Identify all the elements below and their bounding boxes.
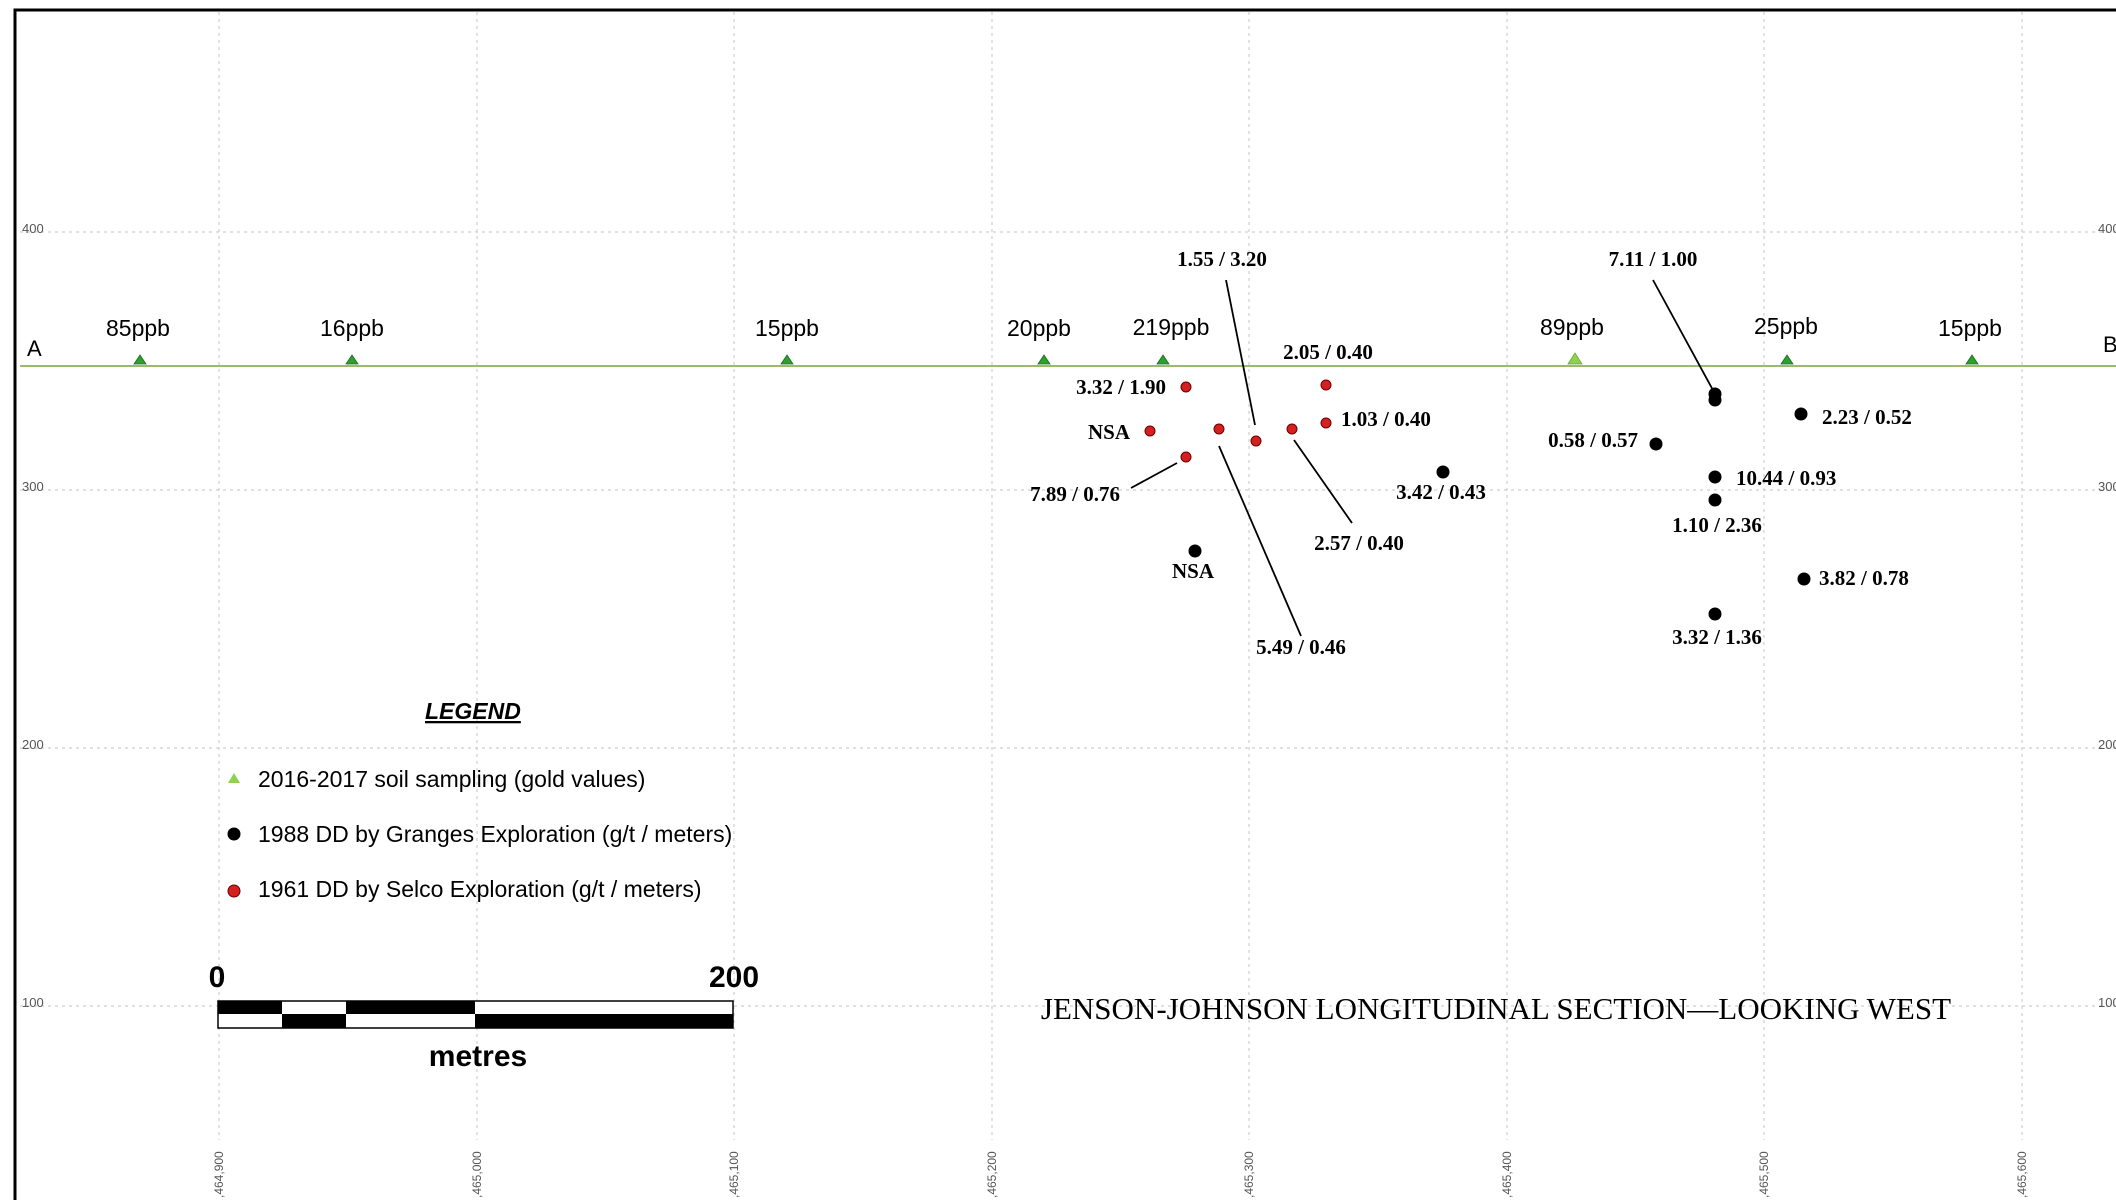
soil-sample-triangle <box>1156 354 1170 365</box>
selco-hole-label: 7.89 / 0.76 <box>1030 482 1120 506</box>
legend-triangle-icon <box>228 773 240 783</box>
selco-hole <box>1180 451 1192 463</box>
granges-hole <box>1708 493 1722 507</box>
soil-sample-label: 85ppb <box>106 315 170 341</box>
elevation-label-right: 300 <box>2098 479 2116 494</box>
easting-label: ,465,400 <box>1500 1151 1514 1198</box>
elevation-label: 200 <box>22 737 44 752</box>
granges-hole-label: 1.10 / 2.36 <box>1672 513 1762 537</box>
selco-hole <box>1213 423 1225 435</box>
grid <box>20 12 2116 1140</box>
granges-hole-label: 0.58 / 0.57 <box>1548 428 1638 452</box>
selco-hole-label: 5.49 / 0.46 <box>1256 635 1346 659</box>
elevation-label-right: 400 <box>2098 221 2116 236</box>
selco-hole-label: 1.03 / 0.40 <box>1341 407 1431 431</box>
leader-line <box>1293 439 1353 524</box>
soil-sample-triangle <box>1965 354 1979 365</box>
soil-sample-label: 219ppb <box>1133 314 1210 340</box>
scale-bar-unit: metres <box>429 1040 527 1073</box>
granges-hole <box>1708 607 1722 621</box>
easting-label: ,465,100 <box>727 1151 741 1198</box>
granges-hole <box>1708 470 1722 484</box>
selco-hole-label: 3.32 / 1.90 <box>1076 375 1166 399</box>
granges-hole <box>1797 572 1811 586</box>
scale-bar-segment <box>475 1014 733 1028</box>
soil-sample-label: 16ppb <box>320 315 384 341</box>
elevation-label: 400 <box>22 221 44 236</box>
legend-red-circle-icon <box>227 884 241 898</box>
soil-sample-triangle <box>1780 354 1794 365</box>
elevation-labels: 400 300 200 100 400 300 200 100 <box>22 221 2116 1010</box>
easting-label: ,465,500 <box>1757 1151 1771 1198</box>
granges-hole <box>1649 437 1663 451</box>
leader-lines <box>1130 279 1715 637</box>
selco-hole-label: 2.57 / 0.40 <box>1314 531 1404 555</box>
leader-line <box>1652 279 1715 393</box>
selco-hole-label: 2.05 / 0.40 <box>1283 340 1373 364</box>
section-end-b: B <box>2103 332 2116 357</box>
granges-hole-label: 2.23 / 0.52 <box>1822 405 1912 429</box>
easting-label: ,464,900 <box>212 1151 226 1198</box>
easting-labels: ,464,900 ,465,000 ,465,100 ,465,200 ,465… <box>212 1151 2029 1198</box>
soil-sample-label: 25ppb <box>1754 313 1818 339</box>
elevation-label: 100 <box>22 995 44 1010</box>
soil-sample-triangle <box>1037 354 1051 365</box>
selco-hole <box>1320 417 1332 429</box>
soil-sample-triangle <box>780 354 794 365</box>
legend-title: LEGEND <box>425 698 521 724</box>
scale-bar-segment <box>218 1001 282 1014</box>
legend-item-label: 1961 DD by Selco Exploration (g/t / mete… <box>258 876 702 902</box>
leader-line <box>1130 462 1178 489</box>
granges-hole <box>1188 544 1202 558</box>
soil-sample-label: 15ppb <box>1938 315 2002 341</box>
elevation-label: 300 <box>22 479 44 494</box>
elevation-label-right: 100 <box>2098 995 2116 1010</box>
scale-bar-segment <box>282 1014 346 1028</box>
selco-hole <box>1144 425 1156 437</box>
soil-sample-label: 89ppb <box>1540 314 1604 340</box>
leader-line <box>1218 445 1302 637</box>
legend: LEGEND 2016-2017 soil sampling (gold val… <box>227 698 732 902</box>
granges-hole-label: 10.44 / 0.93 <box>1736 466 1836 490</box>
easting-label: ,465,200 <box>985 1151 999 1198</box>
granges-hole <box>1708 393 1722 407</box>
granges-holes <box>1188 387 1811 621</box>
soil-sample-label: 15ppb <box>755 315 819 341</box>
granges-hole-label: 3.82 / 0.78 <box>1819 566 1909 590</box>
elevation-label-right: 200 <box>2098 737 2116 752</box>
legend-item-label: 2016-2017 soil sampling (gold values) <box>258 766 645 792</box>
soil-sample-triangle <box>345 354 359 365</box>
scale-bar-start-label: 0 <box>209 961 226 994</box>
granges-hole-label: 3.42 / 0.43 <box>1396 480 1486 504</box>
map-frame <box>13 8 2116 1200</box>
easting-label: ,465,600 <box>2015 1151 2029 1198</box>
easting-label: ,465,000 <box>470 1151 484 1198</box>
selco-hole <box>1286 423 1298 435</box>
legend-black-circle-icon <box>227 827 241 841</box>
soil-sample-label: 20ppb <box>1007 315 1071 341</box>
selco-hole-label: 1.55 / 3.20 <box>1177 247 1267 271</box>
leader-line <box>1225 279 1256 426</box>
soil-sample-triangle <box>133 354 147 365</box>
scale-bar-segment <box>346 1001 475 1014</box>
soil-sample-triangle <box>1567 352 1583 365</box>
scale-bar: 0 200 metres <box>209 961 759 1073</box>
granges-hole-label: NSA <box>1172 559 1215 583</box>
easting-label: ,465,300 <box>1242 1151 1256 1198</box>
selco-hole <box>1180 381 1192 393</box>
granges-hole <box>1794 407 1808 421</box>
selco-hole <box>1250 435 1262 447</box>
selco-holes <box>1144 379 1332 463</box>
selco-hole-label: NSA <box>1088 420 1131 444</box>
granges-hole <box>1436 465 1450 479</box>
section-title: JENSON-JOHNSON LONGITUDINAL SECTION—LOOK… <box>1041 991 1951 1026</box>
legend-item-label: 1988 DD by Granges Exploration (g/t / me… <box>258 821 732 847</box>
scale-bar-end-label: 200 <box>709 961 759 994</box>
granges-hole-label: 7.11 / 1.00 <box>1609 247 1698 271</box>
soil-samples: 85ppb 16ppb 15ppb 20ppb 219ppb 89ppb 25p… <box>106 313 2002 365</box>
selco-hole <box>1320 379 1332 391</box>
granges-hole-label: 3.32 / 1.36 <box>1672 625 1762 649</box>
section-end-a: A <box>27 336 42 361</box>
